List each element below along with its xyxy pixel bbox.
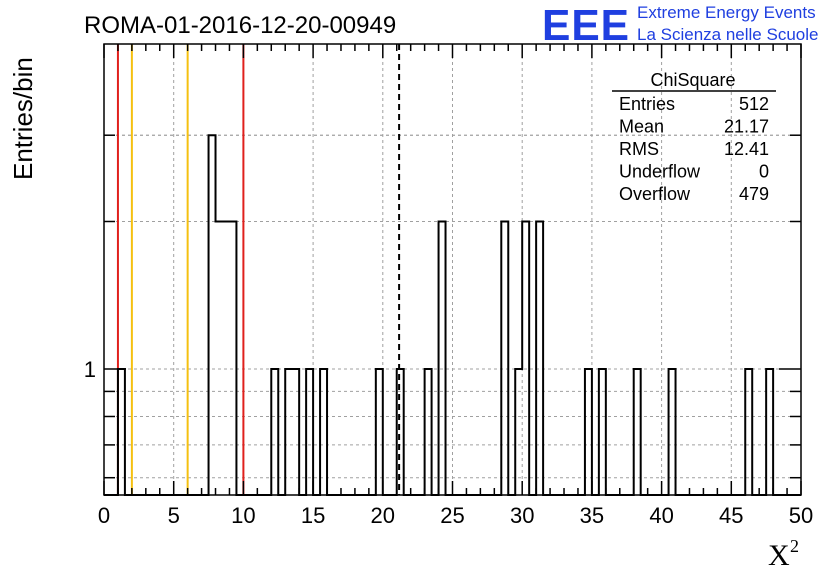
- stats-title: ChiSquare: [650, 70, 735, 90]
- histogram-bin: [501, 221, 508, 495]
- grid: [104, 44, 801, 495]
- stats-label: Entries: [619, 94, 675, 114]
- histogram-bin: [766, 369, 773, 495]
- x-tick-label: 30: [510, 503, 534, 528]
- histogram-bin: [515, 369, 522, 495]
- y-tick-label: 1: [84, 357, 96, 382]
- stats-label: Overflow: [619, 184, 691, 204]
- histogram-bin: [634, 369, 641, 495]
- stats-value: 12.41: [724, 139, 769, 159]
- x-ticks: 0 5 10 15 20 25 30 35 40 45 50: [98, 44, 813, 528]
- histogram-bin: [425, 369, 432, 495]
- histogram-bin: [271, 369, 278, 495]
- stats-value: 479: [739, 184, 769, 204]
- x-tick-label: 10: [231, 503, 255, 528]
- histogram-bin: [599, 369, 606, 495]
- histogram-bin: [118, 369, 125, 495]
- stats-label: RMS: [619, 139, 659, 159]
- run-title: ROMA-01-2016-12-20-00949: [84, 12, 396, 39]
- histogram-bin: [745, 369, 752, 495]
- histogram-bin: [292, 369, 299, 495]
- stats-value: 512: [739, 94, 769, 114]
- y-axis-label: Entries/bin: [8, 57, 38, 180]
- x-tick-label: 50: [789, 503, 813, 528]
- histogram-bin: [439, 221, 446, 495]
- stats-box: ChiSquare Entries 512 Mean 21.17 RMS 12.41 Und…: [612, 70, 776, 204]
- stats-value: 0: [759, 162, 769, 182]
- x-tick-label: 15: [301, 503, 325, 528]
- x-tick-label: 5: [168, 503, 180, 528]
- reference-lines: [116, 44, 401, 495]
- histogram-bin: [522, 221, 529, 495]
- histogram-bin: [222, 221, 229, 495]
- x-axis-label: X 2: [768, 536, 799, 572]
- stats-label: Mean: [619, 117, 664, 137]
- stats-value: 21.17: [724, 117, 769, 137]
- stats-rows: Entries 512 Mean 21.17 RMS 12.41 Underflow 0 Ove…: [619, 94, 769, 204]
- histogram-bin: [585, 369, 592, 495]
- histogram-bin: [209, 135, 216, 495]
- histogram-bin: [669, 369, 676, 495]
- x-axis-label-superscript: 2: [790, 536, 799, 556]
- histogram-bin: [376, 369, 383, 495]
- histogram-bin: [397, 369, 404, 495]
- histogram-bin: [216, 221, 223, 495]
- logo-line-2: La Scienza nelle Scuole: [637, 25, 818, 44]
- logo-line-1: Extreme Energy Events: [637, 3, 816, 22]
- x-axis-label-base: X: [768, 539, 790, 572]
- eee-logo: EEE: [542, 1, 630, 50]
- x-tick-label: 25: [440, 503, 464, 528]
- x-tick-label: 45: [719, 503, 743, 528]
- histogram-bin: [320, 369, 327, 495]
- histogram-bin: [536, 221, 543, 495]
- x-tick-label: 0: [98, 503, 110, 528]
- x-tick-label: 35: [580, 503, 604, 528]
- x-tick-label: 20: [371, 503, 395, 528]
- x-tick-label: 40: [649, 503, 673, 528]
- histogram-bin: [285, 369, 292, 495]
- histogram-bin: [306, 369, 313, 495]
- y-ticks: 1: [84, 134, 801, 479]
- histogram-bin: [229, 221, 236, 495]
- stats-label: Underflow: [619, 162, 701, 182]
